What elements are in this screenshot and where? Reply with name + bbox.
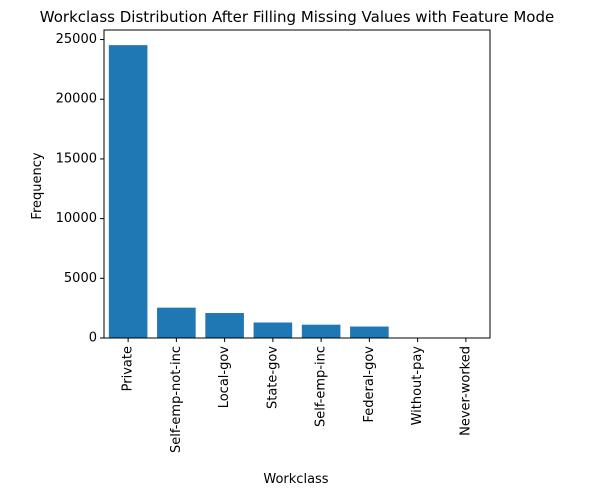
y-axis: 0 5000 10000 15000 20000 25000 (56, 32, 104, 346)
bar-state-gov (253, 322, 293, 338)
y-tick-label: 5000 (64, 271, 97, 286)
bar-self-emp-not-inc (157, 307, 196, 338)
chart-title: Workclass Distribution After Filling Mis… (40, 8, 554, 26)
bar-private (108, 45, 148, 338)
x-tick-label: Never-worked (458, 346, 473, 436)
x-tick-label: Self-emp-not-inc (169, 346, 184, 453)
bar-self-emp-inc (301, 324, 341, 338)
x-axis: Private Self-emp-not-inc Local-gov State-go… (121, 338, 473, 453)
y-tick-label: 15000 (56, 151, 97, 166)
y-axis-label: Frequency (30, 152, 45, 219)
y-tick-label: 10000 (56, 211, 97, 226)
y-tick-label: 25000 (56, 32, 97, 47)
bar-federal-gov (350, 326, 389, 338)
bar-local-gov (205, 313, 244, 338)
x-tick-label: Private (121, 346, 136, 391)
x-axis-label: Workclass (263, 472, 328, 487)
x-tick-label: Self-emp-inc (314, 346, 329, 427)
plot-frame (103, 29, 491, 339)
y-tick-label: 0 (89, 331, 97, 346)
y-tick-label: 20000 (56, 92, 97, 107)
x-tick-label: Local-gov (217, 346, 232, 409)
x-tick-label: Federal-gov (362, 346, 377, 423)
bars-group (108, 45, 486, 338)
x-tick-label: State-gov (265, 346, 280, 409)
x-tick-label: Without-pay (410, 346, 425, 426)
